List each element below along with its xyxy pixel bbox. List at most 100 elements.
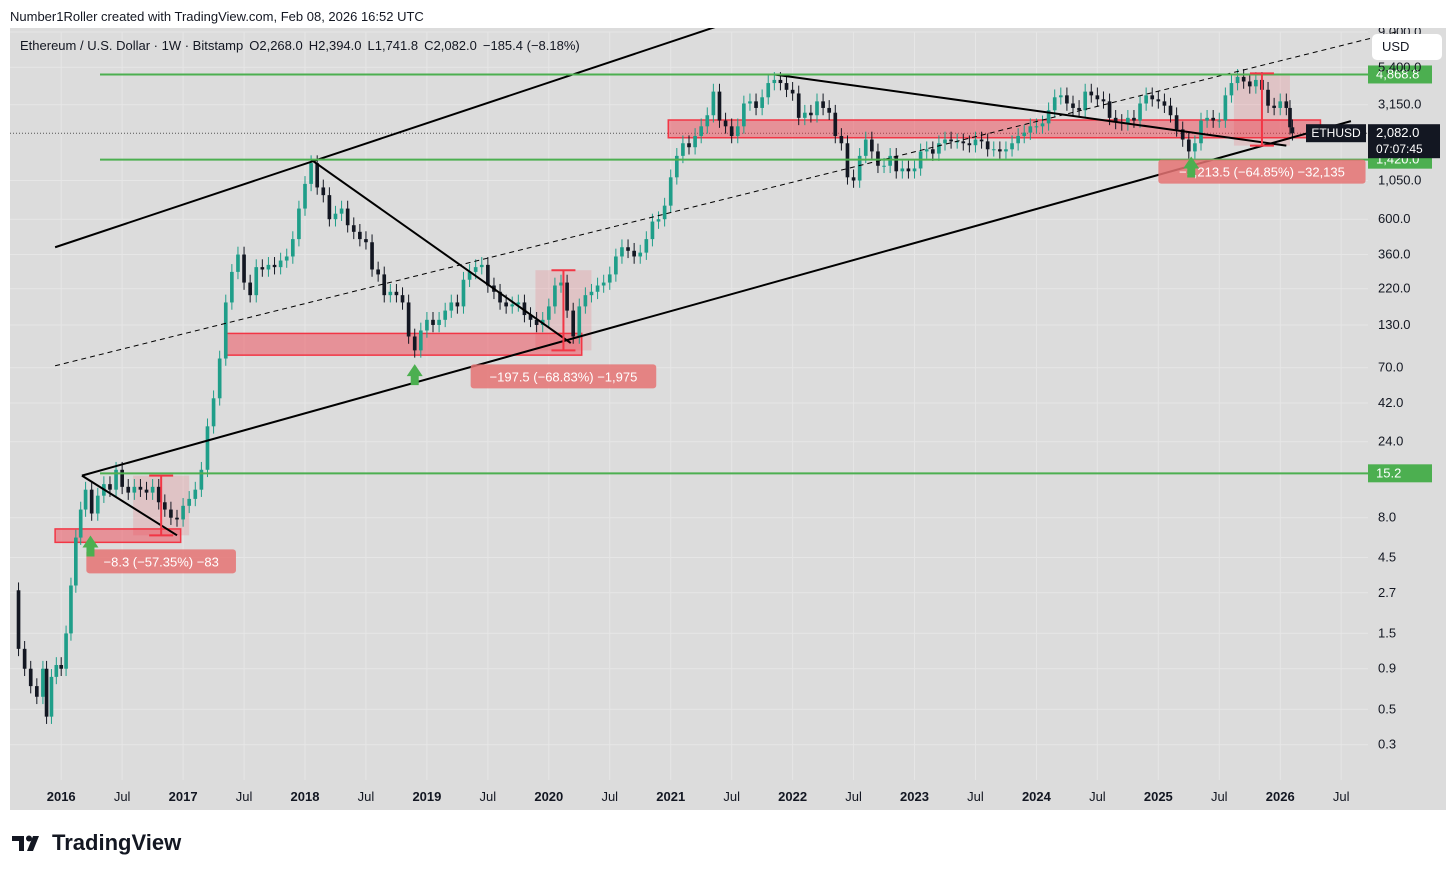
candle-body (961, 141, 966, 144)
x-tick-label: Jul (723, 789, 740, 804)
measure-label-box (470, 364, 657, 389)
candle-body (169, 509, 173, 518)
candle-body (309, 163, 313, 184)
price-chart[interactable]: 4,868.81,420.015.2−8.3 (−57.35%) −83−197… (10, 28, 1446, 810)
support-zone (54, 528, 182, 544)
y-tick-label: 0.9 (1378, 661, 1396, 676)
candle-body (49, 676, 54, 717)
candle-body (150, 486, 155, 493)
candle-body (595, 285, 600, 292)
symbol-info: Ethereum / U.S. Dollar · 1W · Bitstamp O2… (20, 38, 586, 53)
candle-body (1046, 110, 1051, 124)
last-price-label: 2,082.0 (1376, 125, 1419, 140)
candle-body (802, 112, 807, 118)
candle-body (443, 310, 448, 320)
x-tick-label: Jul (1089, 789, 1106, 804)
candle-body (906, 168, 911, 172)
level-price-label: 4,868.8 (1376, 66, 1419, 81)
measure-label: −3,213.5 (−64.85%) −32,135 (1179, 165, 1345, 180)
candle-body (967, 143, 972, 146)
candle-body (120, 469, 124, 487)
candle-body (1284, 101, 1289, 108)
candle-body (498, 291, 502, 303)
candle-body (364, 239, 368, 243)
candle-body (126, 486, 131, 493)
y-tick-label: 220.0 (1378, 281, 1411, 296)
candle-body (1058, 95, 1063, 98)
x-tick-label: Jul (967, 789, 984, 804)
low-value: L1,741.8 (367, 38, 419, 53)
candle-body (742, 103, 746, 127)
candle-body (175, 517, 179, 520)
level-price-tag (1368, 464, 1432, 483)
candle-body (473, 267, 478, 272)
candle-body (1016, 135, 1020, 144)
x-tick-label: Jul (480, 789, 497, 804)
candle-body (1235, 76, 1240, 84)
candle-body (979, 139, 984, 142)
candle-body (1138, 103, 1142, 121)
candle-body (857, 155, 862, 181)
candle-body (674, 155, 679, 178)
candle-body (607, 274, 612, 283)
candle-body (303, 183, 307, 209)
close-value: C2,082.0 (424, 38, 477, 53)
candle-body (760, 97, 764, 108)
y-tick-label: 3,150.0 (1378, 97, 1421, 112)
high-value: H2,394.0 (308, 38, 362, 53)
last-price-tag (1368, 124, 1440, 159)
candle-body (59, 664, 64, 669)
candle-body (815, 101, 819, 116)
candle-body (687, 143, 691, 148)
candle-body (1254, 79, 1258, 87)
candle-body (467, 271, 472, 280)
candle-body (888, 155, 892, 166)
candle-body (1089, 91, 1094, 96)
candle-body (900, 168, 905, 172)
buy-arrow-icon (82, 535, 99, 557)
y-tick-label: 1,050.0 (1378, 173, 1421, 188)
candle-body (78, 509, 83, 538)
candle-body (1071, 103, 1075, 108)
candle-body (345, 208, 350, 226)
candle-body (22, 648, 27, 669)
candle-body (626, 247, 630, 251)
currency-button[interactable]: USD (1372, 34, 1442, 60)
y-tick-label: 130.0 (1378, 317, 1411, 332)
buy-arrow-icon (1183, 156, 1200, 178)
x-tick-label: Jul (1333, 789, 1350, 804)
candle-body (638, 252, 643, 257)
trendline (54, 31, 1397, 367)
support-zone (667, 119, 1322, 139)
level-price-tag (1368, 65, 1432, 84)
candle-body (284, 256, 289, 261)
candle-body (717, 91, 722, 121)
y-tick-label: 1.5 (1378, 625, 1396, 640)
candle-body (1040, 123, 1045, 127)
candle-body (1095, 95, 1100, 100)
candle-body (455, 302, 460, 307)
candle-body (827, 107, 832, 113)
candle-body (254, 267, 259, 296)
x-tick-label: Jul (1211, 789, 1228, 804)
chart-area[interactable]: 4,868.8 1,420.0 15.2 −8.3 (−57.35%) −83 −197… (10, 28, 1446, 810)
y-tick-label: 0.5 (1378, 701, 1396, 716)
measure-label-box (86, 549, 236, 574)
tradingview-logo[interactable]: TradingView (12, 830, 181, 856)
candle-body (1290, 127, 1295, 134)
x-tick-label: Jul (601, 789, 618, 804)
candle-body (699, 126, 704, 136)
candle-body (41, 668, 45, 697)
candle-body (1150, 95, 1155, 100)
candle-body (772, 79, 777, 84)
candle-body (1288, 107, 1292, 128)
x-tick-label: Jul (236, 789, 253, 804)
candle-body (662, 205, 667, 220)
candle-body (833, 112, 838, 136)
candle-body (863, 139, 868, 156)
trendline (310, 158, 572, 344)
y-tick-label: 8.0 (1378, 510, 1396, 525)
candle-body (418, 330, 423, 351)
y-tick-label: 360.0 (1378, 247, 1411, 262)
candle-body (870, 139, 874, 152)
